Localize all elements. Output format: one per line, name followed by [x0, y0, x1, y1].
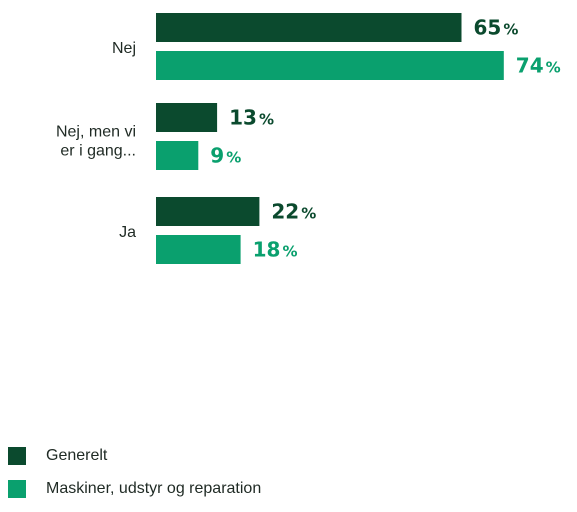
data-label: 65%	[474, 16, 519, 40]
category-label: Ja	[119, 224, 136, 241]
category-label: Nej, men vi er i gang...	[56, 124, 136, 160]
bar	[156, 103, 218, 132]
legend-label-generelt: Generelt	[46, 447, 108, 464]
legend-item-generelt: Generelt	[8, 446, 261, 466]
bar	[156, 141, 199, 170]
bar	[156, 235, 241, 264]
data-label: 18%	[253, 238, 298, 262]
bar	[156, 51, 504, 80]
legend-item-maskiner: Maskiner, udstyr og reparation	[8, 479, 261, 499]
category-label: Nej	[112, 40, 136, 57]
bar	[156, 197, 260, 226]
legend-swatch-maskiner	[8, 480, 26, 498]
bar	[156, 13, 462, 42]
data-label: 9%	[210, 144, 241, 168]
legend-label-maskiner: Maskiner, udstyr og reparation	[46, 480, 262, 497]
legend: Generelt Maskiner, udstyr og reparation	[8, 446, 261, 512]
data-label: 13%	[229, 106, 274, 130]
data-label: 74%	[516, 54, 561, 78]
legend-swatch-generelt	[8, 447, 26, 465]
data-label: 22%	[271, 200, 316, 224]
